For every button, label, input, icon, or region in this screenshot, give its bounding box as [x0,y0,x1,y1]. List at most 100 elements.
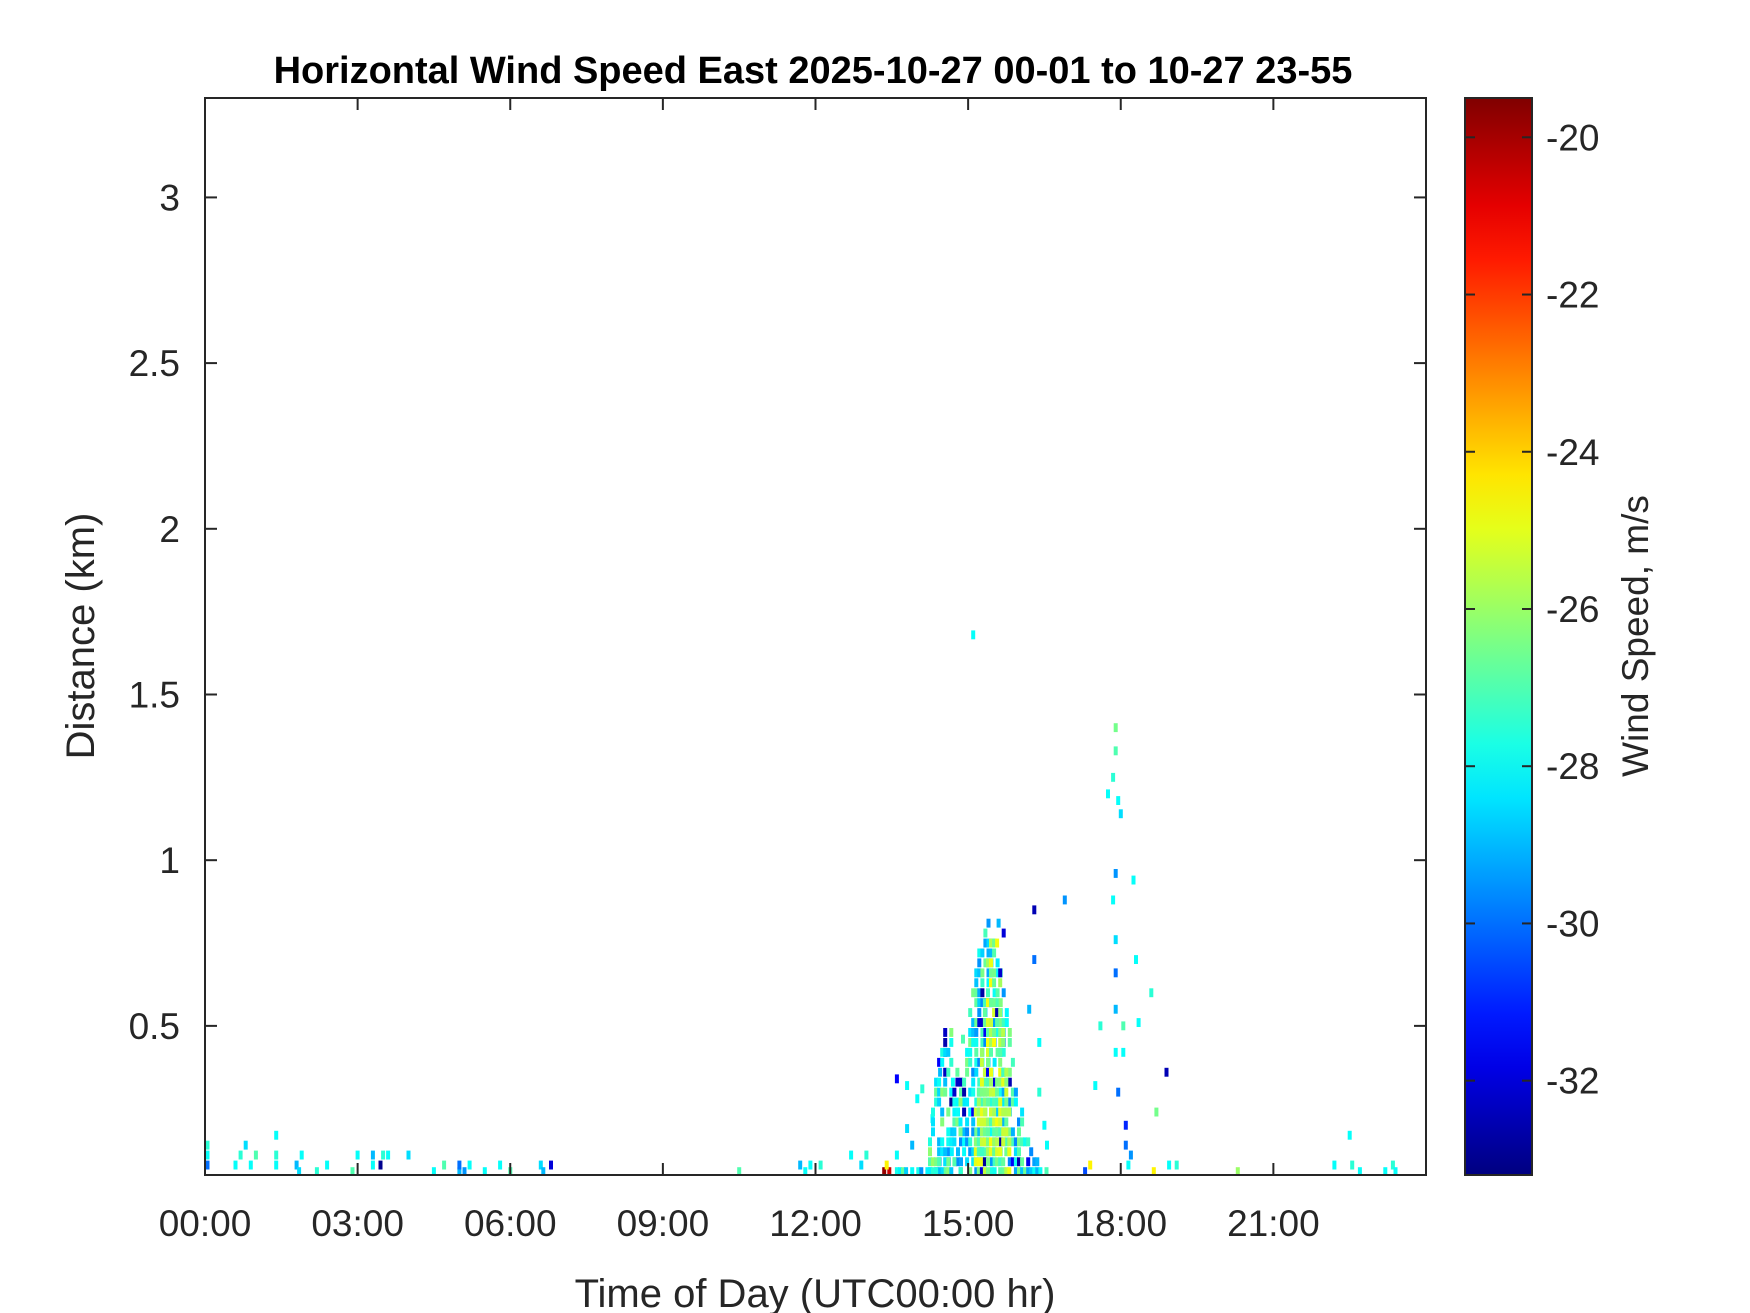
data-cell [992,998,997,1008]
data-cell [925,1167,930,1175]
data-cell [995,988,1000,998]
data-cell [457,1160,462,1170]
data-cell [919,1167,924,1175]
data-cell [971,1127,976,1137]
data-cell [946,1127,951,1137]
data-cell [980,998,985,1008]
data-cell [983,928,988,938]
data-cell [979,1167,984,1175]
data-cell [986,1038,990,1047]
data-cell [541,1167,546,1175]
data-cell [974,1018,979,1027]
data-cell [1029,1167,1034,1175]
data-cell [998,1018,1003,1027]
data-cell [961,1034,965,1044]
data-cell [1001,988,1006,998]
data-cell [977,988,982,998]
data-cell [949,1057,954,1067]
data-cell [998,1077,1003,1087]
data-cell [1010,1057,1015,1067]
data-cell [1113,1004,1118,1014]
data-cell [457,1167,462,1175]
data-cell [958,1097,963,1107]
data-cell [989,968,993,978]
data-cell [980,968,985,978]
data-cell [1017,1117,1021,1127]
data-cell [979,1157,984,1167]
data-cell [998,1087,1003,1097]
data-cell [378,1160,383,1170]
data-cell [1020,1137,1025,1147]
data-cell [1032,1167,1037,1175]
data-cell [982,1137,987,1147]
data-cell [937,1137,942,1147]
data-cell [1131,875,1136,885]
data-cell [974,1047,979,1057]
data-cell [965,1117,970,1127]
data-cell [986,1137,990,1147]
data-cell [248,1160,253,1170]
data-cell [946,1167,951,1175]
data-cell [431,1167,436,1175]
data-cell [946,1067,951,1077]
colorbar-tick-label: -32 [1546,1061,1599,1102]
data-cell [1007,1137,1012,1147]
data-cell [1035,1157,1040,1167]
data-cell [971,1147,976,1157]
data-cell [974,1038,979,1047]
data-cell [995,1087,1000,1097]
data-cell [989,1167,994,1175]
data-cell [952,1087,957,1097]
data-cell [1007,1107,1012,1117]
data-cell [986,958,990,968]
data-cell [737,1167,742,1175]
data-cell [1004,1077,1009,1087]
data-cell [971,1107,976,1117]
data-cell [952,1137,957,1147]
data-cell [989,948,994,958]
data-cell [962,1097,967,1107]
data-cell [905,1124,910,1133]
data-cell [943,1067,948,1077]
data-cell [1118,809,1123,819]
data-cell [1010,1097,1015,1107]
data-cell [325,1160,330,1170]
data-cell [1013,1087,1018,1097]
data-cell [928,1157,932,1167]
data-cell [989,978,993,988]
data-cell [976,1147,981,1157]
data-cell [1001,1127,1006,1137]
data-cell [986,1157,990,1167]
data-cell [955,1107,960,1117]
data-cell [1001,1018,1006,1027]
data-cell [977,1077,982,1087]
data-cell [940,1057,945,1067]
data-cell [928,1137,932,1147]
data-cell [995,1157,1000,1167]
data-cell [986,1047,990,1057]
data-cell [983,1028,988,1037]
data-cell [882,1167,887,1175]
data-cell [965,1047,970,1057]
data-cell [986,1117,990,1127]
data-cell [1007,1067,1012,1077]
data-cell [971,1067,976,1077]
data-cell [980,978,985,988]
data-cell [1001,1028,1006,1037]
data-cell [253,1150,258,1160]
x-tick-label: 18:00 [1074,1203,1167,1244]
data-cell [1004,1018,1009,1027]
data-cell [940,1117,945,1127]
data-cell [931,1117,935,1127]
data-cell [976,1087,981,1097]
data-cell [974,1097,979,1107]
y-tick-label: 2 [159,509,180,550]
data-cell [1032,1157,1037,1167]
data-cell [998,1067,1003,1077]
data-cell [989,1018,993,1027]
data-cell [943,1087,948,1097]
data-cell [992,948,997,958]
data-cell [205,1140,210,1150]
chart-title: Horizontal Wind Speed East 2025-10-27 00… [274,50,1353,92]
data-cell [998,1097,1003,1107]
